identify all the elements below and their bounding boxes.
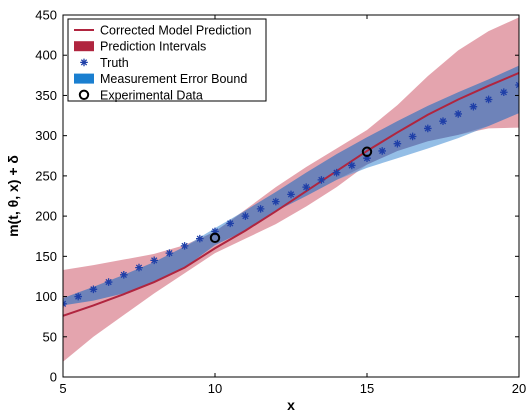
y-tick-label: 250 [35,168,57,183]
markers-layer [63,81,519,308]
y-tick-label: 450 [35,8,57,23]
legend-item: Corrected Model Prediction [74,24,252,38]
truth-point [484,95,493,104]
truth-point [424,124,432,133]
legend-label: Truth [100,56,129,70]
truth-point [74,292,82,301]
x-tick-label: 15 [360,381,374,396]
legend-label: Corrected Model Prediction [100,24,252,38]
legend-circle-swatch [78,89,90,101]
truth-point [226,219,234,228]
legend-item: Truth [80,56,129,70]
legend-blue-swatch [74,73,94,84]
experimental-data-point [361,146,373,157]
x-tick-label: 20 [512,381,526,396]
legend: Corrected Model Prediction Prediction Int… [67,18,267,102]
lines-layer [63,71,519,317]
legend-item: Prediction Intervals [74,40,206,54]
truth-point [454,110,462,118]
truth-point [393,139,402,148]
truth-point [120,271,128,279]
y-tick-label: 0 [50,370,57,385]
truth-point [256,205,265,213]
y-axis-label: m(t, θ, x) + δ [5,155,21,237]
truth-point [408,132,417,141]
x-tick-label: 5 [59,381,66,396]
truth-point [348,161,356,170]
truth-point [196,234,204,243]
legend-red-swatch [74,41,94,52]
y-tick-label: 100 [35,289,57,304]
truth-point [332,168,341,177]
y-tick-label: 50 [43,329,57,344]
band-overlap [63,65,519,306]
truth-point [89,285,98,294]
truth-point [378,147,386,155]
legend-item: Experimental Data [78,88,203,102]
truth-point [135,263,143,272]
y-tick-label: 200 [35,209,57,224]
truth-point [165,249,174,257]
legend-label: Measurement Error Bound [100,72,247,86]
legend-box [67,18,267,102]
plot-frame [62,14,520,378]
truth-point [180,242,189,250]
y-tick-label: 150 [35,249,57,264]
measurement-error-band [63,65,519,306]
truth-point [211,227,219,236]
truth-point [317,176,326,184]
truth-point [150,256,158,265]
truth-point [500,88,508,97]
truth-point [287,190,295,199]
legend-item: Measurement Error Bound [74,72,247,86]
y-tick-label: 300 [35,128,57,143]
truth-point [469,102,478,111]
experimental-data-point [209,232,221,244]
truth-point [272,197,280,206]
y-tick-label: 400 [35,48,57,63]
truth-point [302,183,310,191]
y-tick-label: 350 [35,88,57,103]
truth-point [439,117,447,125]
truth-point [104,278,113,286]
corrected-model-prediction-line [63,71,519,317]
bands-layer [63,17,519,362]
x-axis-label: x [287,397,295,413]
truth-point [363,154,371,162]
legend-label: Experimental Data [100,88,203,102]
x-tick-label: 10 [208,381,222,396]
truth-point [241,212,250,220]
legend-star-swatch [80,58,88,67]
legend-label: Prediction Intervals [100,40,206,54]
